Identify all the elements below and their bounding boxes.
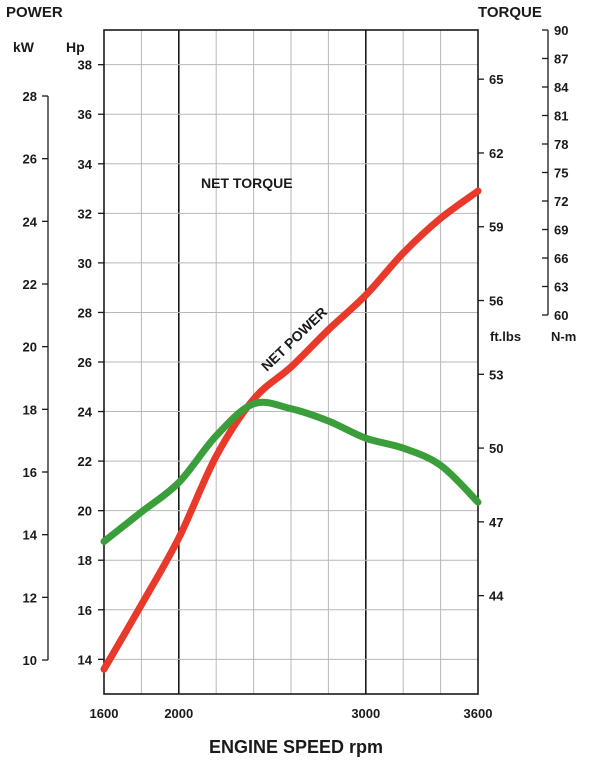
kw-tick-label: 26 — [23, 152, 37, 167]
power-header: POWER — [6, 4, 63, 21]
hp-tick-label: 24 — [78, 405, 93, 420]
hp-tick-label: 38 — [78, 58, 92, 73]
hp-axis-label: Hp — [66, 39, 85, 55]
kw-tick-label: 24 — [23, 214, 38, 229]
net-torque-curve — [100, 398, 482, 545]
nm-axis-label: N-m — [551, 329, 576, 344]
nm-tick-label: 87 — [554, 52, 568, 67]
ftlbs-tick-label: 65 — [489, 72, 503, 87]
hp-tick-label: 32 — [78, 206, 92, 221]
kw-tick-label: 12 — [23, 590, 37, 605]
kw-tick-label: 18 — [23, 402, 37, 417]
hp-tick-label: 26 — [78, 355, 92, 370]
nm-tick-label: 90 — [554, 23, 568, 38]
kw-tick-label: 10 — [23, 653, 37, 668]
hp-tick-label: 20 — [78, 504, 92, 519]
nm-tick-label: 78 — [554, 137, 568, 152]
plot-grid — [103, 30, 479, 694]
nm-tick-label: 60 — [554, 308, 568, 323]
hp-tick-label: 16 — [78, 603, 92, 618]
kw-tick-label: 14 — [23, 528, 38, 543]
kw-tick-label: 16 — [23, 465, 37, 480]
kw-tick-label: 28 — [23, 89, 37, 104]
hp-tick-label: 22 — [78, 454, 92, 469]
hp-tick-label: 14 — [78, 652, 93, 667]
ftlbs-tick-label: 44 — [489, 589, 504, 604]
hp-tick-label: 34 — [78, 157, 93, 172]
hp-tick-label: 28 — [78, 305, 92, 320]
nm-tick-label: 84 — [554, 80, 569, 95]
hp-tick-label: 36 — [78, 107, 92, 122]
x-tick-label: 3600 — [464, 706, 493, 721]
kw-tick-label: 20 — [23, 340, 37, 355]
axis-ticks: 10 12 14 16 18 20 22 24 26 28 14 16 18 20 22 24 26 28 30 32… — [23, 23, 570, 721]
ftlbs-tick-label: 50 — [489, 441, 503, 456]
x-tick-label: 3000 — [351, 706, 380, 721]
ftlbs-tick-label: 59 — [489, 220, 503, 235]
x-axis-title: ENGINE SPEED rpm — [209, 737, 383, 757]
nm-tick-label: 63 — [554, 280, 568, 295]
net-torque-label: NET TORQUE — [201, 175, 293, 191]
kw-tick-label: 22 — [23, 277, 37, 292]
nm-tick-label: 66 — [554, 251, 568, 266]
hp-tick-label: 18 — [78, 553, 92, 568]
x-tick-label: 1600 — [90, 706, 119, 721]
ftlbs-tick-label: 56 — [489, 294, 503, 309]
ftlbs-tick-label: 62 — [489, 146, 503, 161]
hp-tick-label: 30 — [78, 256, 92, 271]
torque-header: TORQUE — [478, 4, 542, 21]
ftlbs-tick-label: 53 — [489, 367, 503, 382]
chart-curves — [100, 187, 482, 673]
nm-tick-label: 72 — [554, 194, 568, 209]
ftlbs-tick-label: 47 — [489, 515, 503, 530]
nm-tick-label: 69 — [554, 223, 568, 238]
kw-axis-label: kW — [13, 39, 35, 55]
ftlbs-axis-label: ft.lbs — [490, 329, 521, 344]
net-power-curve — [100, 187, 482, 673]
x-tick-label: 2000 — [164, 706, 193, 721]
nm-tick-label: 81 — [554, 109, 568, 124]
nm-tick-label: 75 — [554, 166, 568, 181]
